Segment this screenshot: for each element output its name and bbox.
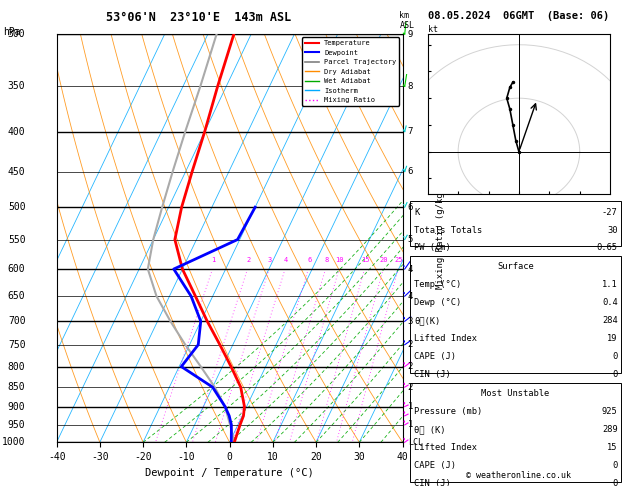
Text: kt: kt (428, 25, 438, 34)
Text: CIN (J): CIN (J) (414, 479, 450, 486)
Text: CAPE (J): CAPE (J) (414, 461, 456, 470)
Text: 15: 15 (361, 257, 370, 263)
Text: 1: 1 (408, 420, 413, 429)
Text: © weatheronline.co.uk: © weatheronline.co.uk (467, 471, 571, 480)
Text: 0.65: 0.65 (597, 243, 618, 253)
Text: km
ASL: km ASL (399, 11, 415, 30)
Text: 450: 450 (8, 167, 26, 176)
Text: 08.05.2024  06GMT  (Base: 06): 08.05.2024 06GMT (Base: 06) (428, 11, 610, 21)
Text: 400: 400 (8, 126, 26, 137)
Text: 0: 0 (613, 370, 618, 380)
Text: θᴇ(K): θᴇ(K) (414, 316, 440, 326)
Text: 25: 25 (394, 257, 403, 263)
Text: Pressure (mb): Pressure (mb) (414, 407, 482, 417)
Text: 350: 350 (8, 81, 26, 91)
Text: 650: 650 (8, 291, 26, 301)
Text: 600: 600 (8, 264, 26, 274)
Text: 900: 900 (8, 401, 26, 412)
Text: 700: 700 (8, 316, 26, 326)
Text: 9: 9 (408, 30, 413, 38)
Text: 2: 2 (408, 340, 413, 349)
Text: 7: 7 (408, 127, 413, 136)
Text: CAPE (J): CAPE (J) (414, 352, 456, 362)
Text: 6: 6 (408, 167, 413, 176)
Text: θᴇ (K): θᴇ (K) (414, 425, 445, 434)
Text: 2: 2 (408, 382, 413, 392)
Text: Most Unstable: Most Unstable (481, 389, 550, 399)
Text: 19: 19 (607, 334, 618, 344)
Text: 4: 4 (408, 292, 413, 301)
Text: 284: 284 (602, 316, 618, 326)
Text: 8: 8 (408, 82, 413, 91)
X-axis label: Dewpoint / Temperature (°C): Dewpoint / Temperature (°C) (145, 468, 314, 478)
Text: 950: 950 (8, 420, 26, 430)
Text: 6: 6 (307, 257, 311, 263)
Text: 5: 5 (408, 235, 413, 244)
Text: 289: 289 (602, 425, 618, 434)
Text: 2: 2 (408, 362, 413, 371)
Text: 0: 0 (613, 461, 618, 470)
Text: 2: 2 (247, 257, 250, 263)
Text: Mixing Ratio (g/kg): Mixing Ratio (g/kg) (436, 187, 445, 289)
Text: 800: 800 (8, 362, 26, 372)
Text: 550: 550 (8, 235, 26, 244)
Text: 500: 500 (8, 202, 26, 212)
Text: 20: 20 (380, 257, 388, 263)
Text: 300: 300 (8, 29, 26, 39)
Text: 6: 6 (408, 203, 413, 212)
Text: 4: 4 (408, 264, 413, 274)
Text: 1000: 1000 (2, 437, 26, 447)
Text: 0: 0 (613, 352, 618, 362)
Text: 925: 925 (602, 407, 618, 417)
Text: Lifted Index: Lifted Index (414, 443, 477, 452)
Text: LCL: LCL (408, 438, 423, 447)
Text: PW (cm): PW (cm) (414, 243, 450, 253)
Text: 3: 3 (408, 317, 413, 326)
Text: 8: 8 (324, 257, 328, 263)
Text: Lifted Index: Lifted Index (414, 334, 477, 344)
Text: -27: -27 (602, 208, 618, 217)
Text: 30: 30 (607, 226, 618, 235)
Text: 1.1: 1.1 (602, 280, 618, 290)
Text: 0: 0 (613, 479, 618, 486)
Text: K: K (414, 208, 419, 217)
Text: Temp (°C): Temp (°C) (414, 280, 461, 290)
Text: hPa: hPa (3, 27, 21, 37)
Text: 10: 10 (336, 257, 344, 263)
Text: 750: 750 (8, 340, 26, 350)
Text: 1: 1 (408, 402, 413, 411)
Legend: Temperature, Dewpoint, Parcel Trajectory, Dry Adiabat, Wet Adiabat, Isotherm, Mi: Temperature, Dewpoint, Parcel Trajectory… (302, 37, 399, 106)
Text: 15: 15 (607, 443, 618, 452)
Text: 53°06'N  23°10'E  143m ASL: 53°06'N 23°10'E 143m ASL (106, 11, 291, 24)
Text: CIN (J): CIN (J) (414, 370, 450, 380)
Text: Surface: Surface (497, 262, 534, 272)
Text: 850: 850 (8, 382, 26, 392)
Text: 3: 3 (268, 257, 272, 263)
Text: 1: 1 (211, 257, 216, 263)
Text: Dewp (°C): Dewp (°C) (414, 298, 461, 308)
Text: 4: 4 (284, 257, 288, 263)
Text: 0.4: 0.4 (602, 298, 618, 308)
Text: Totals Totals: Totals Totals (414, 226, 482, 235)
